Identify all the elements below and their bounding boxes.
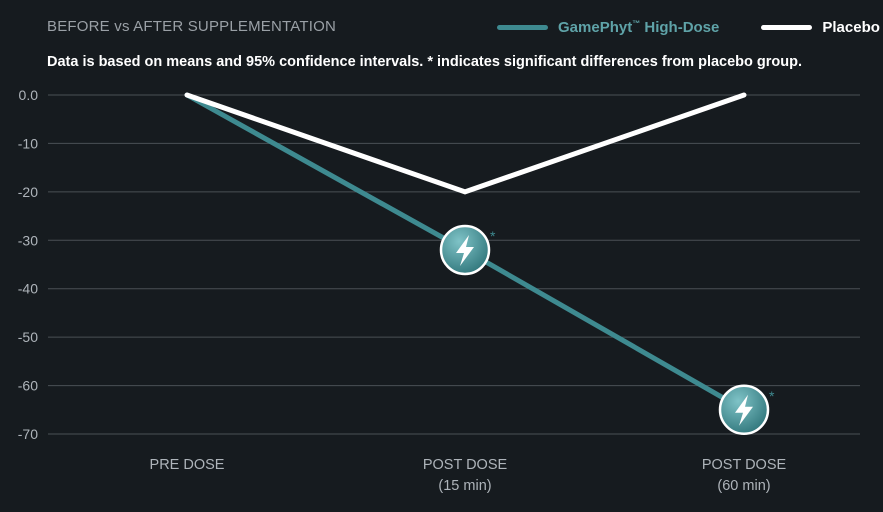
x-tick-label: (60 min) bbox=[717, 478, 770, 494]
lightning-bolt-icon bbox=[735, 394, 753, 426]
y-tick-label: 0.0 bbox=[19, 87, 39, 103]
y-axis-ticks: 0.0 -10 -20 -30 -40 -50 -60 -70 bbox=[18, 87, 38, 442]
y-tick-label: -50 bbox=[18, 329, 38, 345]
y-tick-label: -20 bbox=[18, 184, 38, 200]
x-tick-label: (15 min) bbox=[438, 478, 491, 494]
legend-swatch-placebo bbox=[761, 24, 813, 30]
chart-subtitle: Data is based on means and 95% confidenc… bbox=[47, 54, 803, 70]
legend-swatch-highdose bbox=[497, 24, 548, 30]
x-axis-ticks: PRE DOSE POST DOSE (15 min) POST DOSE (60 mi… bbox=[150, 457, 787, 494]
significance-star: * bbox=[490, 228, 496, 244]
series-markers: ** bbox=[439, 224, 775, 436]
significance-star: * bbox=[769, 388, 775, 404]
chart-legend: GamePhyt™ High-Dose Placebo bbox=[497, 17, 883, 37]
x-tick-label: POST DOSE bbox=[423, 457, 508, 473]
lightning-bolt-icon bbox=[456, 234, 474, 266]
y-tick-label: -40 bbox=[18, 281, 38, 297]
x-tick-label: POST DOSE bbox=[702, 457, 787, 473]
series-line-placebo bbox=[184, 92, 747, 195]
legend-label-placebo: Placebo bbox=[822, 18, 880, 36]
y-tick-label: -60 bbox=[18, 378, 38, 394]
legend-item-highdose: GamePhyt™ High-Dose bbox=[497, 19, 719, 36]
legend-label-highdose: GamePhyt™ High-Dose bbox=[558, 18, 720, 36]
y-tick-label: -70 bbox=[18, 426, 38, 442]
y-tick-label: -30 bbox=[18, 232, 38, 248]
x-tick-label: PRE DOSE bbox=[150, 457, 225, 473]
chart-title: BEFORE vs AFTER SUPPLEMENTATION bbox=[47, 18, 337, 35]
legend-item-placebo: Placebo bbox=[761, 19, 880, 36]
y-tick-label: -10 bbox=[18, 135, 38, 151]
